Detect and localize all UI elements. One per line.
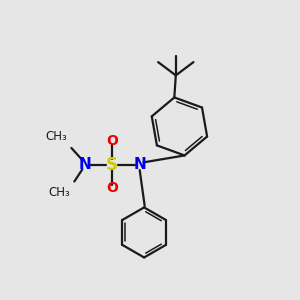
Text: N: N xyxy=(79,157,92,172)
Text: CH₃: CH₃ xyxy=(49,186,70,199)
Text: CH₃: CH₃ xyxy=(46,130,68,143)
Text: O: O xyxy=(106,134,118,148)
Text: O: O xyxy=(106,181,118,195)
Text: S: S xyxy=(106,156,118,174)
Text: N: N xyxy=(133,157,146,172)
